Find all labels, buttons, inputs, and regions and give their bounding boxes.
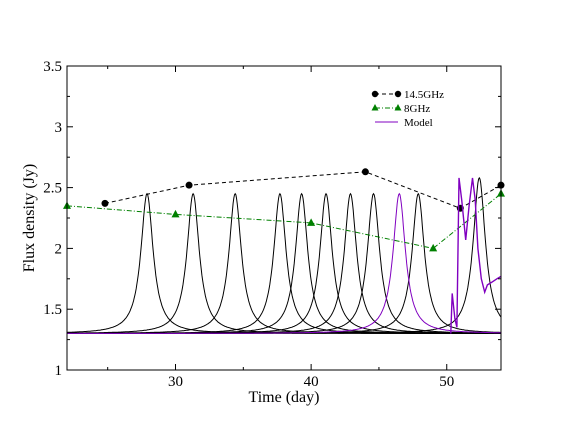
series-layer <box>63 168 505 334</box>
y-tick-label: 2.5 <box>43 181 62 197</box>
y-tick-label: 1 <box>55 363 63 379</box>
data-point-14ghz <box>101 199 109 207</box>
axis-ticks: 30 40 50 1 1.5 2 2.5 3 3.5 <box>43 59 501 390</box>
series-line-1 <box>66 193 502 249</box>
model-flare-curve-purple <box>67 192 501 334</box>
data-point-8ghz <box>171 209 180 218</box>
legend-box <box>370 85 458 131</box>
legend-label: 8GHz <box>404 103 430 115</box>
y-tick-label: 2 <box>55 241 63 257</box>
data-point-8ghz <box>429 243 438 252</box>
y-tick-label: 1.5 <box>43 302 62 318</box>
series-line-0 <box>104 171 502 209</box>
y-tick-label: 3 <box>55 120 63 136</box>
legend: 14.5GHz 8GHz Model <box>370 85 458 131</box>
model-flare-curve <box>67 176 502 334</box>
legend-marker <box>371 104 379 111</box>
x-axis-label: Time (day) <box>249 389 320 406</box>
model-curves <box>67 176 502 334</box>
x-tick-label: 30 <box>168 374 183 390</box>
data-point-14ghz <box>185 181 193 189</box>
legend-label: 14.5GHz <box>404 89 444 101</box>
legend-label: Model <box>404 117 433 129</box>
y-tick-label: 3.5 <box>43 59 62 75</box>
x-tick-label: 40 <box>304 374 319 390</box>
x-tick-label: 50 <box>439 374 454 390</box>
data-point-14ghz <box>361 168 369 176</box>
y-axis-label: Flux density (Jy) <box>21 164 38 272</box>
legend-marker <box>394 104 402 111</box>
data-point-8ghz <box>307 218 316 226</box>
series-line-2 <box>450 177 502 334</box>
legend-marker <box>371 90 379 98</box>
legend-marker <box>394 90 402 98</box>
